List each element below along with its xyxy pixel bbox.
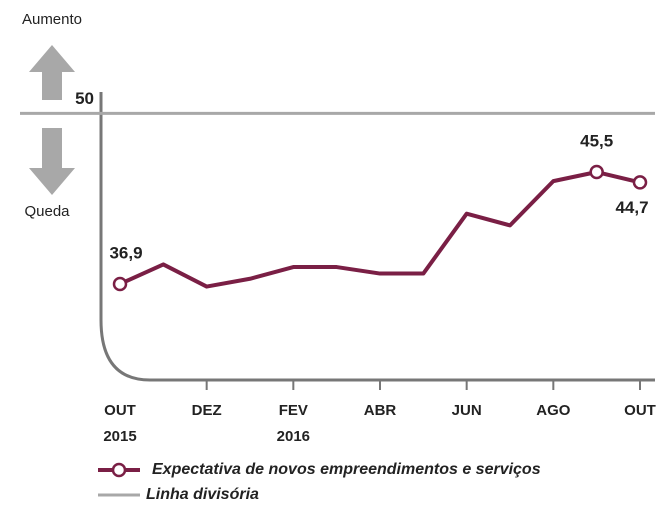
down-label: Queda <box>24 203 70 220</box>
data-label: 36,9 <box>109 243 142 262</box>
up-label: Aumento <box>22 11 82 28</box>
x-tick-label: OUT <box>624 402 656 419</box>
point-marker <box>632 175 648 190</box>
legend-label: Expectativa de novos empreendimentos e s… <box>152 461 541 478</box>
x-tick-label: AGO <box>536 402 571 419</box>
divider-label: 50 <box>75 89 94 108</box>
x-tick-label: ABR <box>363 402 397 419</box>
axis <box>99 92 655 382</box>
x-tick-label: FEV 2016 <box>276 402 311 445</box>
x-tick-label: JUN <box>451 402 482 419</box>
x-tick-label: OUT 2015 <box>103 402 137 445</box>
series-line <box>119 170 641 289</box>
up-arrow <box>29 45 75 100</box>
x-tick-label: DEZ <box>191 402 222 419</box>
legend-label: Linha divisória <box>146 486 259 503</box>
down-arrow <box>29 128 75 195</box>
legend-marker <box>111 462 127 478</box>
point-marker <box>112 276 128 292</box>
data-label: 45,5 <box>580 131 613 150</box>
data-label: 44,7 <box>615 198 648 217</box>
point-marker <box>589 164 604 180</box>
